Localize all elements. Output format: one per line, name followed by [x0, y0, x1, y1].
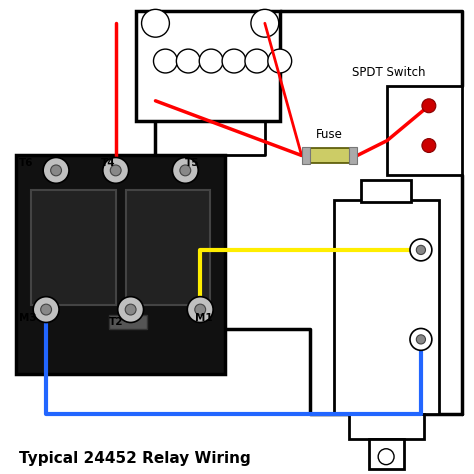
Circle shape — [422, 99, 436, 113]
Text: T2: T2 — [109, 317, 123, 327]
Text: SPDT Switch: SPDT Switch — [352, 66, 426, 79]
Circle shape — [43, 157, 69, 183]
Bar — [136, 11, 280, 121]
Circle shape — [154, 49, 177, 73]
Circle shape — [222, 49, 246, 73]
Bar — [387, 86, 462, 175]
Bar — [31, 190, 116, 305]
Bar — [126, 190, 210, 305]
Bar — [349, 414, 424, 439]
Circle shape — [103, 157, 128, 183]
Bar — [16, 155, 225, 374]
Circle shape — [118, 297, 144, 322]
Text: T5: T5 — [185, 158, 200, 168]
Circle shape — [142, 9, 169, 37]
Circle shape — [125, 304, 136, 315]
Circle shape — [180, 165, 191, 176]
Circle shape — [410, 239, 432, 261]
Circle shape — [199, 49, 223, 73]
Circle shape — [176, 49, 200, 73]
Circle shape — [410, 328, 432, 350]
Bar — [301, 146, 310, 164]
Circle shape — [416, 246, 426, 255]
Bar — [308, 147, 351, 164]
Text: Typical 24452 Relay Wiring: Typical 24452 Relay Wiring — [19, 451, 251, 466]
Circle shape — [195, 304, 206, 315]
Text: T4: T4 — [101, 158, 116, 168]
Circle shape — [251, 9, 279, 37]
Bar — [369, 439, 404, 469]
Circle shape — [268, 49, 292, 73]
Text: T6: T6 — [19, 158, 34, 168]
Circle shape — [378, 449, 394, 465]
Circle shape — [110, 165, 121, 176]
Circle shape — [245, 49, 269, 73]
Circle shape — [41, 304, 52, 315]
Bar — [349, 146, 357, 164]
Bar — [361, 180, 411, 202]
Circle shape — [187, 297, 213, 322]
Circle shape — [416, 335, 426, 344]
Bar — [335, 200, 439, 414]
Circle shape — [51, 165, 62, 176]
Text: M1: M1 — [195, 312, 213, 322]
Circle shape — [33, 297, 59, 322]
Text: M3: M3 — [19, 312, 37, 322]
Circle shape — [173, 157, 198, 183]
Text: Fuse: Fuse — [316, 128, 343, 141]
Circle shape — [422, 138, 436, 153]
Bar — [109, 315, 146, 329]
